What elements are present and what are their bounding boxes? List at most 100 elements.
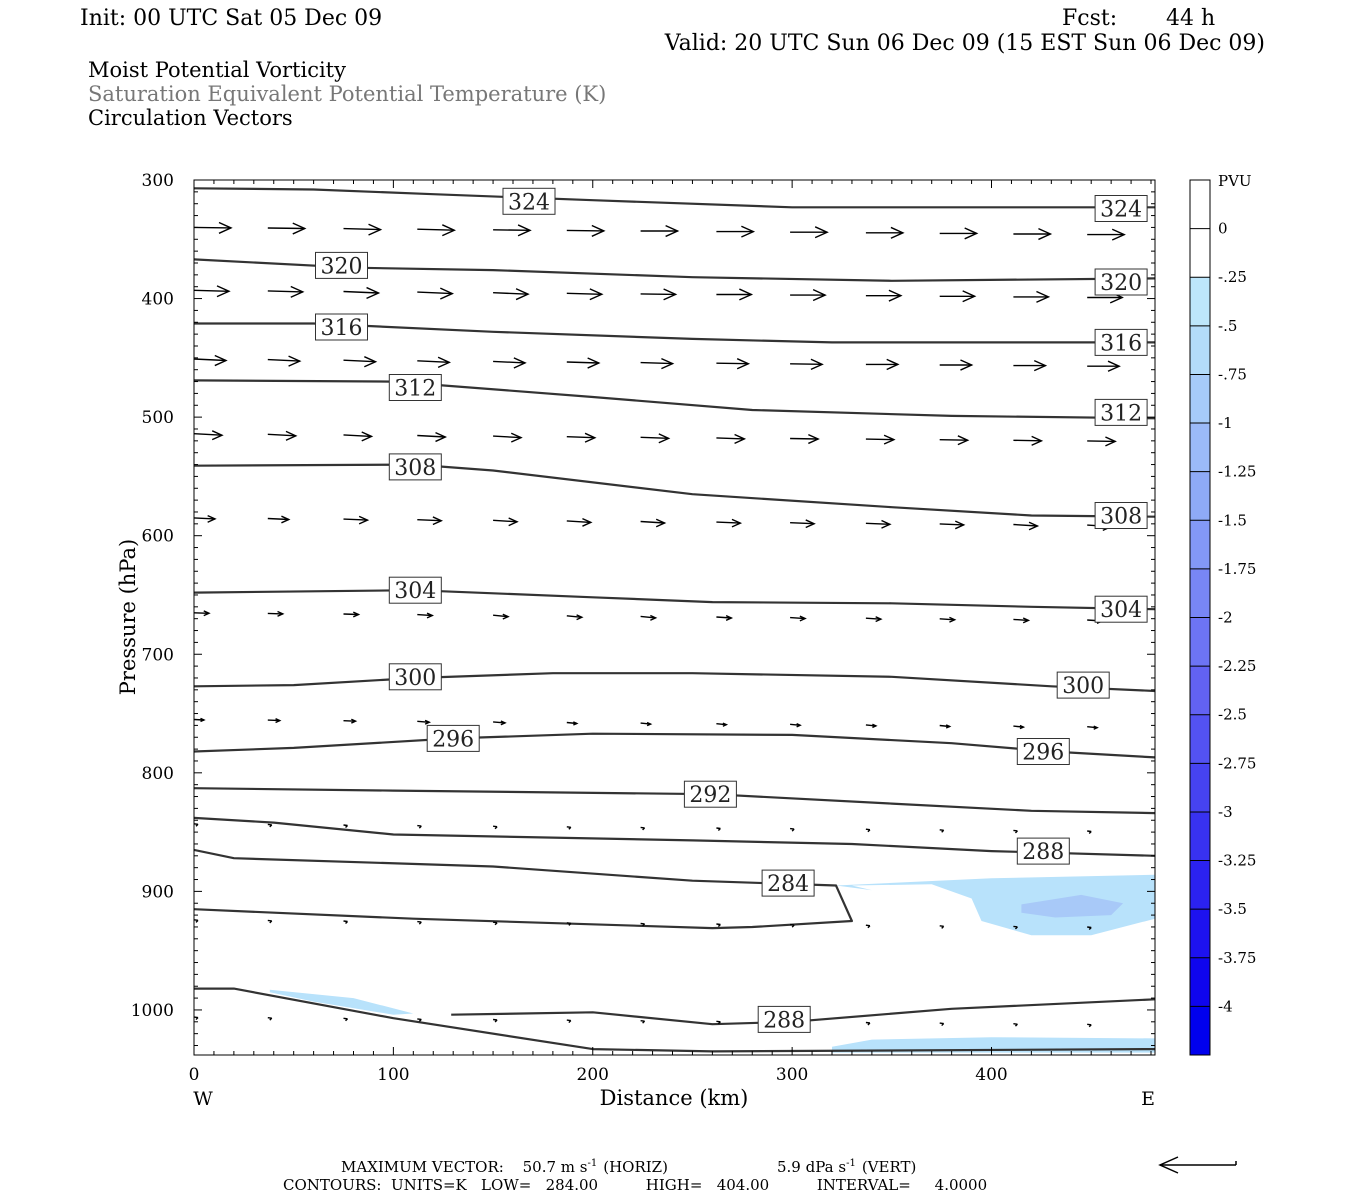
wind-vector [716, 614, 734, 621]
forecast-label: Fcst: [1062, 6, 1117, 31]
colorbar-unit: PVU [1218, 172, 1252, 190]
wind-vector [343, 824, 349, 828]
wind-vector [716, 923, 721, 928]
colorbar-swatch [1190, 811, 1210, 861]
wind-vector [194, 285, 231, 298]
wind-vector [865, 434, 896, 445]
y-axis-label: Pressure (hPa) [116, 539, 140, 695]
svg-text:288: 288 [1022, 840, 1064, 865]
colorbar-label: -4 [1218, 997, 1233, 1015]
wind-vector [1013, 521, 1040, 531]
wind-vector [640, 433, 671, 444]
forecast-hour: 44 h [1166, 6, 1215, 31]
wind-vector [267, 610, 285, 617]
wind-vector [716, 518, 743, 528]
svg-text:316: 316 [321, 316, 363, 341]
wind-vector [417, 612, 435, 619]
wind-vector [640, 1020, 646, 1024]
wind-vector [493, 288, 530, 301]
svg-text:320: 320 [1100, 271, 1142, 296]
colorbar-swatch [1190, 909, 1210, 959]
wind-vector [343, 920, 349, 925]
wind-vector [566, 721, 579, 726]
wind-vector [1087, 360, 1121, 372]
wind-vector [417, 431, 448, 443]
y-tick-label: 1000 [131, 1001, 174, 1021]
wind-vector [865, 828, 871, 833]
contour-288-9 [194, 816, 1155, 857]
wind-vector [417, 516, 444, 526]
wind-vector [1087, 1023, 1092, 1028]
x-tick-label: 200 [577, 1065, 609, 1085]
svg-text:324: 324 [1100, 198, 1142, 223]
contour-label-316: 316 [1094, 328, 1148, 356]
svg-text:312: 312 [394, 377, 436, 402]
wind-vector [790, 519, 816, 529]
contour-label-308: 308 [1094, 502, 1148, 530]
wind-vector [566, 614, 584, 621]
colorbar-swatch [1190, 423, 1210, 473]
wind-vector [939, 829, 945, 833]
svg-text:308: 308 [1100, 505, 1142, 530]
wind-vector [790, 615, 807, 622]
contour-label-320: 320 [315, 251, 368, 279]
wind-vector [566, 224, 606, 237]
wind-vector [865, 226, 905, 239]
wind-vector [1013, 290, 1051, 303]
circulation-vectors [194, 221, 1126, 1028]
wind-vector [790, 289, 827, 302]
wind-vector [865, 519, 892, 529]
colorbar-label: -2.5 [1218, 706, 1247, 724]
wind-vector [267, 718, 282, 724]
wind-vector [1087, 830, 1092, 834]
wind-vector [640, 614, 658, 621]
colorbar-label: -1.25 [1218, 463, 1256, 481]
colorbar-label: -3.25 [1218, 852, 1256, 870]
init-time: Init: 00 UTC Sat 05 Dec 09 [80, 6, 382, 31]
wind-vector [640, 721, 653, 727]
wind-vector [566, 432, 597, 443]
wind-vector [566, 1019, 572, 1024]
wind-vector [1087, 725, 1099, 730]
wind-vector [716, 827, 721, 831]
wind-vector [343, 431, 374, 442]
wind-vector [194, 1016, 199, 1021]
east-label: E [1141, 1088, 1155, 1110]
wind-vector [267, 285, 305, 298]
contour-label-296: 296 [1016, 738, 1070, 766]
wind-vector [939, 359, 974, 371]
wind-vector [493, 613, 510, 620]
colorbar-label: -.75 [1218, 365, 1247, 383]
wind-vector [640, 922, 646, 927]
wind-vector [1013, 829, 1018, 834]
colorbar-swatch [1190, 860, 1210, 910]
pv-shade-region-3 [269, 989, 414, 1015]
wind-vector [343, 223, 383, 236]
colorbar-label: -1 [1218, 414, 1233, 432]
svg-text:296: 296 [432, 727, 474, 752]
colorbar: PVU 0 -.25 -.5 -.75 -1 -1.25 -1.5 -1.75 -2 -2.25 -2… [1189, 172, 1256, 1056]
wind-vector [493, 825, 498, 830]
contour-308-4 [194, 463, 1155, 518]
wind-vector [716, 433, 747, 444]
svg-text:324: 324 [508, 190, 550, 215]
colorbar-label: -2.75 [1218, 754, 1256, 772]
wind-vector [716, 358, 751, 370]
wind-vector [1013, 1023, 1018, 1027]
wind-vector [790, 226, 829, 239]
colorbar-swatch [1190, 1006, 1210, 1056]
wind-vector [267, 823, 273, 828]
valid-time: Valid: 20 UTC Sun 06 Dec 09 (15 EST Sun … [664, 31, 1265, 56]
contour-296-7 [194, 732, 1155, 759]
x-tick-label: 400 [975, 1065, 1007, 1085]
wind-vector [417, 1018, 422, 1022]
y-tick-label: 500 [142, 408, 174, 428]
contour-label-304: 304 [1094, 595, 1148, 623]
wind-vector [194, 823, 199, 827]
colorbar-swatch [1190, 277, 1210, 327]
wind-vector [939, 227, 979, 240]
wind-vector [343, 611, 361, 618]
svg-text:304: 304 [1100, 598, 1142, 623]
wind-vector [194, 354, 228, 367]
